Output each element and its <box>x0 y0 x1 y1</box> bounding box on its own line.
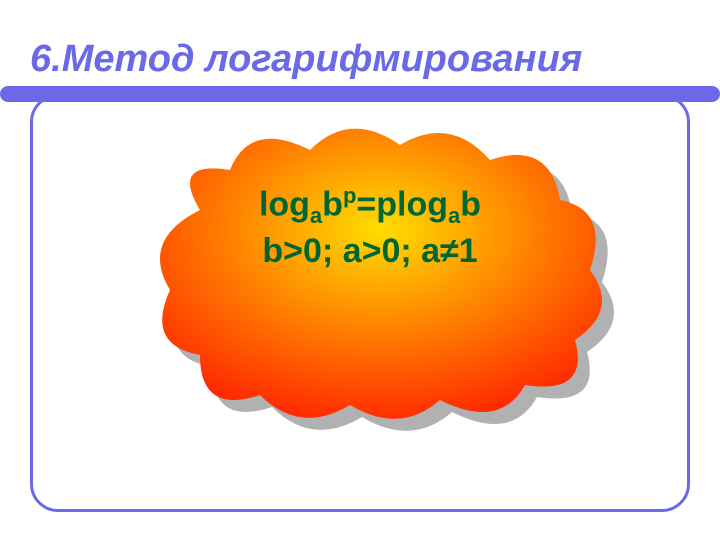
formula-text: logabp=plogab b>0; a>0; a≠1 <box>120 182 620 272</box>
formula-log1: log <box>259 185 310 223</box>
formula-b2: b <box>460 185 481 223</box>
slide-title: 6.Метод логарифмирования <box>30 38 582 81</box>
formula-sub-a1: a <box>310 203 322 228</box>
formula-b1: b <box>322 185 343 223</box>
formula-sub-a2: a <box>448 203 460 228</box>
formula-line-2: b>0; a>0; a≠1 <box>120 230 620 273</box>
cloud-shape <box>120 120 620 430</box>
formula-eq-plog: =plog <box>356 185 448 223</box>
slide-container: 6.Метод логарифмирования logabp=plogab b… <box>30 30 690 520</box>
formula-sup-p: p <box>343 183 356 208</box>
formula-line-1: logabp=plogab <box>120 182 620 230</box>
title-underline-bar <box>0 86 720 102</box>
cloud-callout: logabp=plogab b>0; a>0; a≠1 <box>120 120 620 430</box>
